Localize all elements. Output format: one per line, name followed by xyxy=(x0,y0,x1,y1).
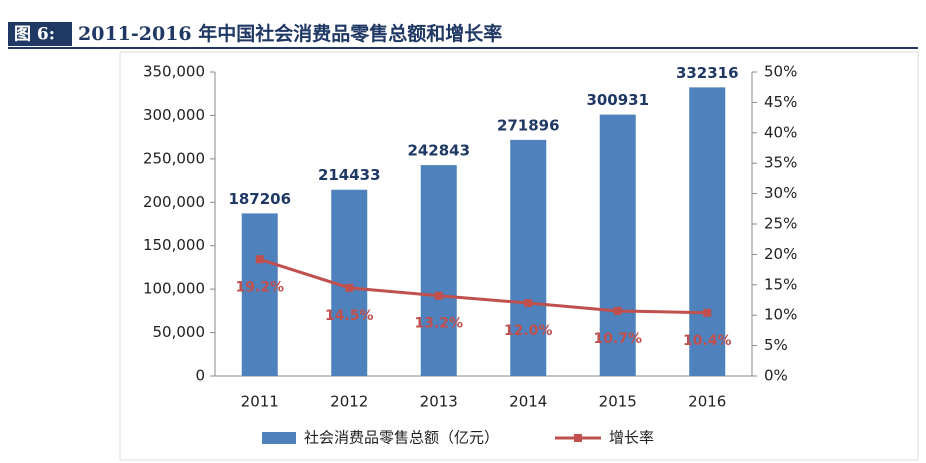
line-marker xyxy=(613,306,622,315)
bar xyxy=(420,165,457,376)
chart-frame xyxy=(119,51,919,461)
x-tick-label: 2015 xyxy=(599,393,637,411)
line-marker xyxy=(255,255,264,264)
bar xyxy=(510,139,547,376)
x-tick-label: 2013 xyxy=(420,393,458,411)
legend-marker xyxy=(574,434,582,442)
line-value-label: 14.5% xyxy=(325,308,374,324)
line-value-label: 19.2% xyxy=(235,279,284,295)
y-tick-label: 150,000 xyxy=(143,236,205,254)
x-tick-label: 2016 xyxy=(688,393,726,411)
y-tick-label: 100,000 xyxy=(143,280,205,298)
line-marker xyxy=(703,308,712,317)
y-tick-label: 200,000 xyxy=(143,193,205,211)
line-marker xyxy=(434,291,443,300)
y2-tick-label: 20% xyxy=(764,245,797,263)
y2-tick-label: 45% xyxy=(764,93,797,111)
y2-tick-label: 15% xyxy=(764,275,797,293)
y2-tick-label: 40% xyxy=(764,123,797,141)
y-tick-label: 0 xyxy=(195,367,205,385)
bar-value-label: 242843 xyxy=(407,142,470,160)
bar-value-label: 300931 xyxy=(586,91,649,109)
y2-tick-label: 50% xyxy=(764,63,797,81)
line-value-label: 10.7% xyxy=(593,331,642,347)
y2-tick-label: 25% xyxy=(764,215,797,233)
legend-swatch xyxy=(262,432,296,444)
x-tick-label: 2012 xyxy=(330,393,368,411)
y2-tick-label: 0% xyxy=(764,367,788,385)
y-tick-label: 50,000 xyxy=(153,323,206,341)
bar xyxy=(241,213,278,376)
y-tick-label: 300,000 xyxy=(143,106,205,124)
line-value-label: 10.4% xyxy=(683,333,732,349)
title-box xyxy=(8,22,72,46)
bar xyxy=(599,114,636,376)
y2-tick-label: 30% xyxy=(764,184,797,202)
y2-tick-label: 35% xyxy=(764,154,797,172)
line-marker xyxy=(524,299,533,308)
bar-value-label: 271896 xyxy=(497,116,560,134)
bar-value-label: 187206 xyxy=(228,190,291,208)
x-tick-label: 2011 xyxy=(241,393,279,411)
y2-tick-label: 5% xyxy=(764,336,788,354)
legend-label: 增长率 xyxy=(609,429,654,447)
line-value-label: 12.0% xyxy=(504,323,553,339)
x-tick-label: 2014 xyxy=(509,393,547,411)
bar-value-label: 332316 xyxy=(676,64,739,82)
bar-value-label: 214433 xyxy=(318,166,381,184)
chart-title: 2011-2016 年中国社会消费品零售总额和增长率 xyxy=(78,22,502,45)
y2-tick-label: 10% xyxy=(764,306,797,324)
bar xyxy=(689,87,726,377)
legend-label: 社会消费品零售总额（亿元） xyxy=(304,429,499,447)
line-value-label: 13.2% xyxy=(414,316,463,332)
figure-label: 图 6: xyxy=(14,25,55,45)
line-marker xyxy=(345,283,354,292)
y-tick-label: 350,000 xyxy=(143,63,205,81)
line xyxy=(259,257,708,315)
y-tick-label: 250,000 xyxy=(143,149,205,167)
